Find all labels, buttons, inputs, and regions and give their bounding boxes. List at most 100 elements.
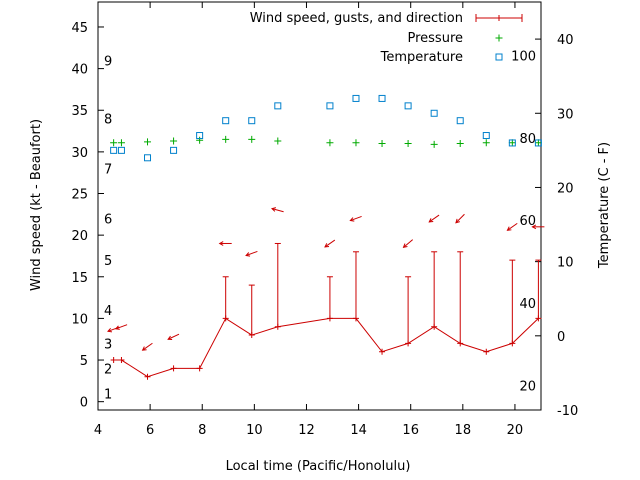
x-tick-label: 12 [298, 423, 315, 438]
beaufort-label: 3 [104, 337, 112, 352]
temperature-point [144, 154, 152, 162]
wind-direction-arrow [506, 222, 518, 231]
wind-arrow-head [271, 207, 277, 212]
fahrenheit-labels-layer: 20 40 60 80 100 [511, 49, 536, 394]
wind-speed-point [405, 340, 412, 347]
x-tick-label: 16 [402, 423, 419, 438]
legend-entry: Wind speed, gusts, and direction [250, 11, 523, 26]
legend-label: Temperature [380, 50, 463, 65]
wind-arrow-head [218, 241, 224, 246]
x-tick-label: 18 [455, 423, 472, 438]
wind-arrow-shaft [271, 208, 284, 213]
wind-arrow-shaft [167, 333, 180, 340]
wind-arrow-head [402, 243, 408, 248]
tick-labels-layer: 4 6 8 10 12 14 16 18 20051015202530354045-100102… [71, 21, 578, 438]
fahrenheit-label: 60 [519, 214, 536, 229]
wind-direction-arrow [271, 207, 284, 213]
wind-arrow-shaft [350, 215, 362, 222]
temperature-point [117, 146, 125, 154]
wind-direction-arrow [402, 239, 414, 248]
beaufort-label: 1 [104, 387, 112, 402]
wind-arrow-shaft [324, 239, 336, 248]
legend-label: Wind speed, gusts, and direction [250, 11, 463, 26]
axes-layer [97, 1, 542, 411]
temperature-point [430, 109, 438, 117]
temperature-point [378, 94, 386, 102]
fahrenheit-label: 100 [511, 49, 536, 64]
wind-arrow-shaft [115, 324, 128, 330]
y2-tick-label: 0 [557, 330, 565, 345]
wind-arrow-head [428, 218, 434, 223]
wind-speed-point [110, 357, 117, 364]
wind-arrow-shaft [428, 214, 440, 223]
temperature-point [456, 117, 464, 125]
beaufort-label: 4 [104, 304, 112, 319]
fahrenheit-label: 20 [519, 380, 536, 395]
x-tick-label: 4 [94, 423, 102, 438]
x-tick-label: 10 [246, 423, 263, 438]
pressure-point [144, 138, 152, 146]
temperature-point [482, 132, 490, 140]
x-tick-label: 8 [198, 423, 206, 438]
temperature-point [170, 146, 178, 154]
wind-direction-arrow [324, 239, 336, 248]
wind-speed-point [509, 340, 516, 347]
y2-axis-label: Temperature (C - F) [597, 142, 612, 269]
legend-label: Pressure [407, 31, 463, 46]
temperature-point [110, 146, 118, 154]
legend-swatch-marker [496, 15, 502, 21]
y-tick-label: 45 [71, 21, 88, 36]
series-layer [107, 94, 545, 380]
wind-arrow-shaft [403, 239, 414, 248]
x-tick-label: 6 [146, 423, 154, 438]
pressure-point [430, 140, 438, 148]
y-tick-label: 35 [71, 104, 88, 119]
temperature-point [196, 132, 204, 140]
wind-arrow-head [506, 226, 512, 231]
y-tick-label: 30 [71, 146, 88, 161]
y-tick-label: 40 [71, 63, 88, 78]
fahrenheit-label: 40 [519, 297, 536, 312]
beaufort-label: 8 [104, 113, 112, 128]
wind-arrow-head [245, 252, 251, 257]
wind-speed-point [118, 357, 125, 364]
beaufort-label: 5 [104, 254, 112, 269]
wind-arrow-head [114, 325, 120, 330]
y-tick-label: 15 [71, 271, 88, 286]
pressure-point [274, 137, 282, 145]
beaufort-label: 9 [104, 54, 112, 69]
legend-swatch-marker [495, 34, 503, 42]
temperature-point [352, 94, 360, 102]
wind-speed-point [457, 340, 464, 347]
wind-direction-arrow [428, 214, 440, 223]
legend-entry: Pressure [407, 31, 503, 46]
wind-speed-point [535, 315, 542, 322]
wind-direction-arrow [167, 333, 180, 341]
legend-entry: Temperature [380, 50, 503, 65]
plot-frame [97, 1, 542, 411]
wind-speed-point [352, 315, 359, 322]
temperature-point [508, 139, 516, 147]
y-tick-label: 20 [71, 229, 88, 244]
wind-arrow-head [349, 217, 355, 222]
legend-swatch-marker [495, 53, 503, 61]
legend: Wind speed, gusts, and direction Pressure… [250, 11, 523, 65]
wind-direction-arrow [141, 342, 153, 351]
pressure-point [170, 137, 178, 145]
wind-arrow-head [107, 327, 113, 333]
y-tick-label: 0 [80, 396, 88, 411]
x-axis-label: Local time (Pacific/Honolulu) [226, 459, 411, 474]
wind-direction-arrow [218, 241, 232, 246]
wind-arrow-head [324, 243, 330, 248]
fahrenheit-label: 80 [519, 132, 536, 147]
pressure-point [196, 136, 204, 144]
wind-speed-point [379, 348, 386, 355]
temperature-point [326, 102, 334, 110]
wind-arrow-head [455, 218, 460, 224]
wind-direction-arrow [245, 250, 258, 257]
wind-speed-point [326, 315, 333, 322]
y-tick-label: 10 [71, 312, 88, 327]
temperature-point [222, 117, 230, 125]
wind-arrow-head [141, 346, 147, 351]
